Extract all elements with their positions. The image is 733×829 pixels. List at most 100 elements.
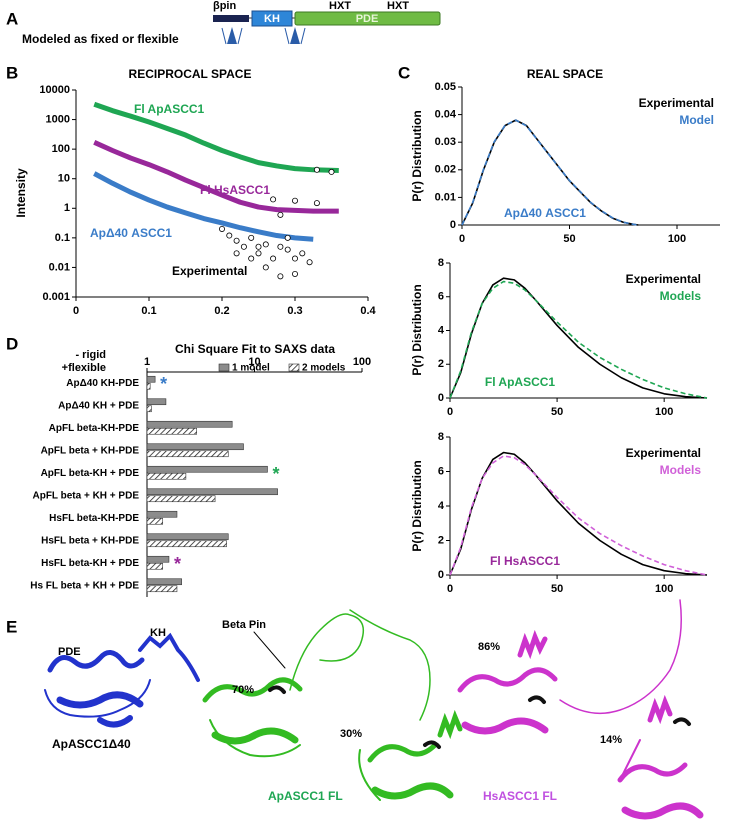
data-point xyxy=(218,225,225,232)
annotation: Fl ApASCC1 xyxy=(485,375,556,389)
x-tick-label: 0 xyxy=(73,305,79,317)
data-point xyxy=(277,243,284,250)
panel-label: E xyxy=(6,617,17,636)
category-label: HsFL beta-KH + PDE xyxy=(41,558,139,569)
significance-marker: * xyxy=(174,554,181,574)
x-tick-label: 0.4 xyxy=(360,305,376,317)
loop xyxy=(349,609,431,721)
bar xyxy=(146,562,164,570)
sheet xyxy=(461,717,549,735)
legend-label: Models xyxy=(660,289,702,303)
y-tick-label: 0.05 xyxy=(435,81,456,93)
data-point xyxy=(291,255,298,262)
structures xyxy=(44,599,704,820)
bar xyxy=(146,488,278,496)
data-point xyxy=(248,255,255,262)
data-point xyxy=(270,255,277,262)
data-point xyxy=(233,237,240,244)
series-line xyxy=(449,280,708,399)
y-tick-label: 6 xyxy=(438,291,444,303)
sheet xyxy=(621,802,704,820)
ribbon xyxy=(202,677,303,703)
data-point xyxy=(270,196,277,203)
loop xyxy=(358,749,381,801)
structure-name: ApASCC1 FL xyxy=(268,789,343,803)
x-tick-label: 0 xyxy=(447,583,453,595)
y-tick-label: 0.02 xyxy=(435,164,456,176)
significance-marker: * xyxy=(160,374,167,394)
hinge-arrow xyxy=(290,27,300,44)
bar xyxy=(146,540,227,548)
structure-name: HsASCC1 FL xyxy=(483,789,557,803)
bar xyxy=(146,533,229,541)
hinge-line xyxy=(237,27,243,45)
ribbon xyxy=(367,742,438,763)
category-label: Hs FL beta + KH + PDE xyxy=(30,580,139,591)
x-tick-label: 0.2 xyxy=(214,305,229,317)
bar xyxy=(146,375,156,383)
population: 30% xyxy=(340,728,362,740)
data-point xyxy=(306,259,313,266)
loop xyxy=(44,679,151,718)
legend-label: Experimental xyxy=(626,446,701,460)
bar xyxy=(146,517,164,525)
caption: Modeled as fixed or flexible xyxy=(22,32,179,46)
category-label: ApΔ40 KH-PDE xyxy=(66,378,139,389)
beta-pin-label: βpin xyxy=(213,0,236,12)
legend-swatch xyxy=(218,363,230,372)
y-tick-label: 2 xyxy=(438,534,444,546)
ribbon xyxy=(617,762,688,783)
data-point xyxy=(277,211,284,218)
hinge-line xyxy=(221,27,227,45)
helix xyxy=(437,709,463,740)
series-line xyxy=(93,140,339,214)
bar xyxy=(146,465,268,473)
population: 86% xyxy=(478,641,500,653)
bar xyxy=(146,398,167,406)
row-header: +flexible xyxy=(62,362,106,374)
data-point xyxy=(233,250,240,257)
data-point xyxy=(248,234,255,241)
y-tick-label: 0.04 xyxy=(435,109,457,121)
ap-delta-structure xyxy=(44,632,200,728)
x-tick-label: 0.3 xyxy=(287,305,302,317)
legend-swatch xyxy=(288,363,300,372)
loop xyxy=(619,739,641,781)
category-label: ApFL beta + KH + PDE xyxy=(32,490,139,501)
series-label: ApΔ40 ASCC1 xyxy=(90,226,172,240)
row-header: - rigid xyxy=(75,349,106,361)
x-tick-label: 100 xyxy=(655,406,673,418)
y-tick-label: 1000 xyxy=(46,113,70,125)
y-axis-label: P(r) Distribution xyxy=(410,284,424,375)
helix xyxy=(517,629,548,660)
bar xyxy=(146,555,170,563)
bar xyxy=(146,443,244,451)
category-label: HsFL beta-KH-PDE xyxy=(49,513,139,524)
category-label: ApFL beta-KH + PDE xyxy=(41,468,140,479)
data-point xyxy=(277,273,284,280)
hinge-line xyxy=(284,27,290,45)
data-point xyxy=(284,246,291,253)
data-point xyxy=(255,243,262,250)
y-tick-label: 2 xyxy=(438,358,444,370)
bar xyxy=(146,495,216,503)
y-tick-label: 0.01 xyxy=(435,191,456,203)
bar xyxy=(146,382,151,390)
y-tick-label: 0.03 xyxy=(435,136,456,148)
legend-label: Experimental xyxy=(626,272,701,286)
annotation: Fl HsASCC1 xyxy=(490,554,560,568)
data-point xyxy=(284,234,291,241)
hs-fl-structure xyxy=(457,599,704,820)
series-label: Experimental xyxy=(172,264,247,278)
bar xyxy=(146,472,187,480)
data-point xyxy=(299,250,306,257)
beta-pin xyxy=(268,685,286,694)
category-label: HsFL beta + KH-PDE xyxy=(41,535,139,546)
x-tick-label: 0 xyxy=(447,406,453,418)
bar xyxy=(146,450,229,458)
data-point xyxy=(291,197,298,204)
bar xyxy=(146,510,178,518)
y-tick-label: 10 xyxy=(58,173,70,185)
y-tick-label: 0 xyxy=(450,219,456,231)
